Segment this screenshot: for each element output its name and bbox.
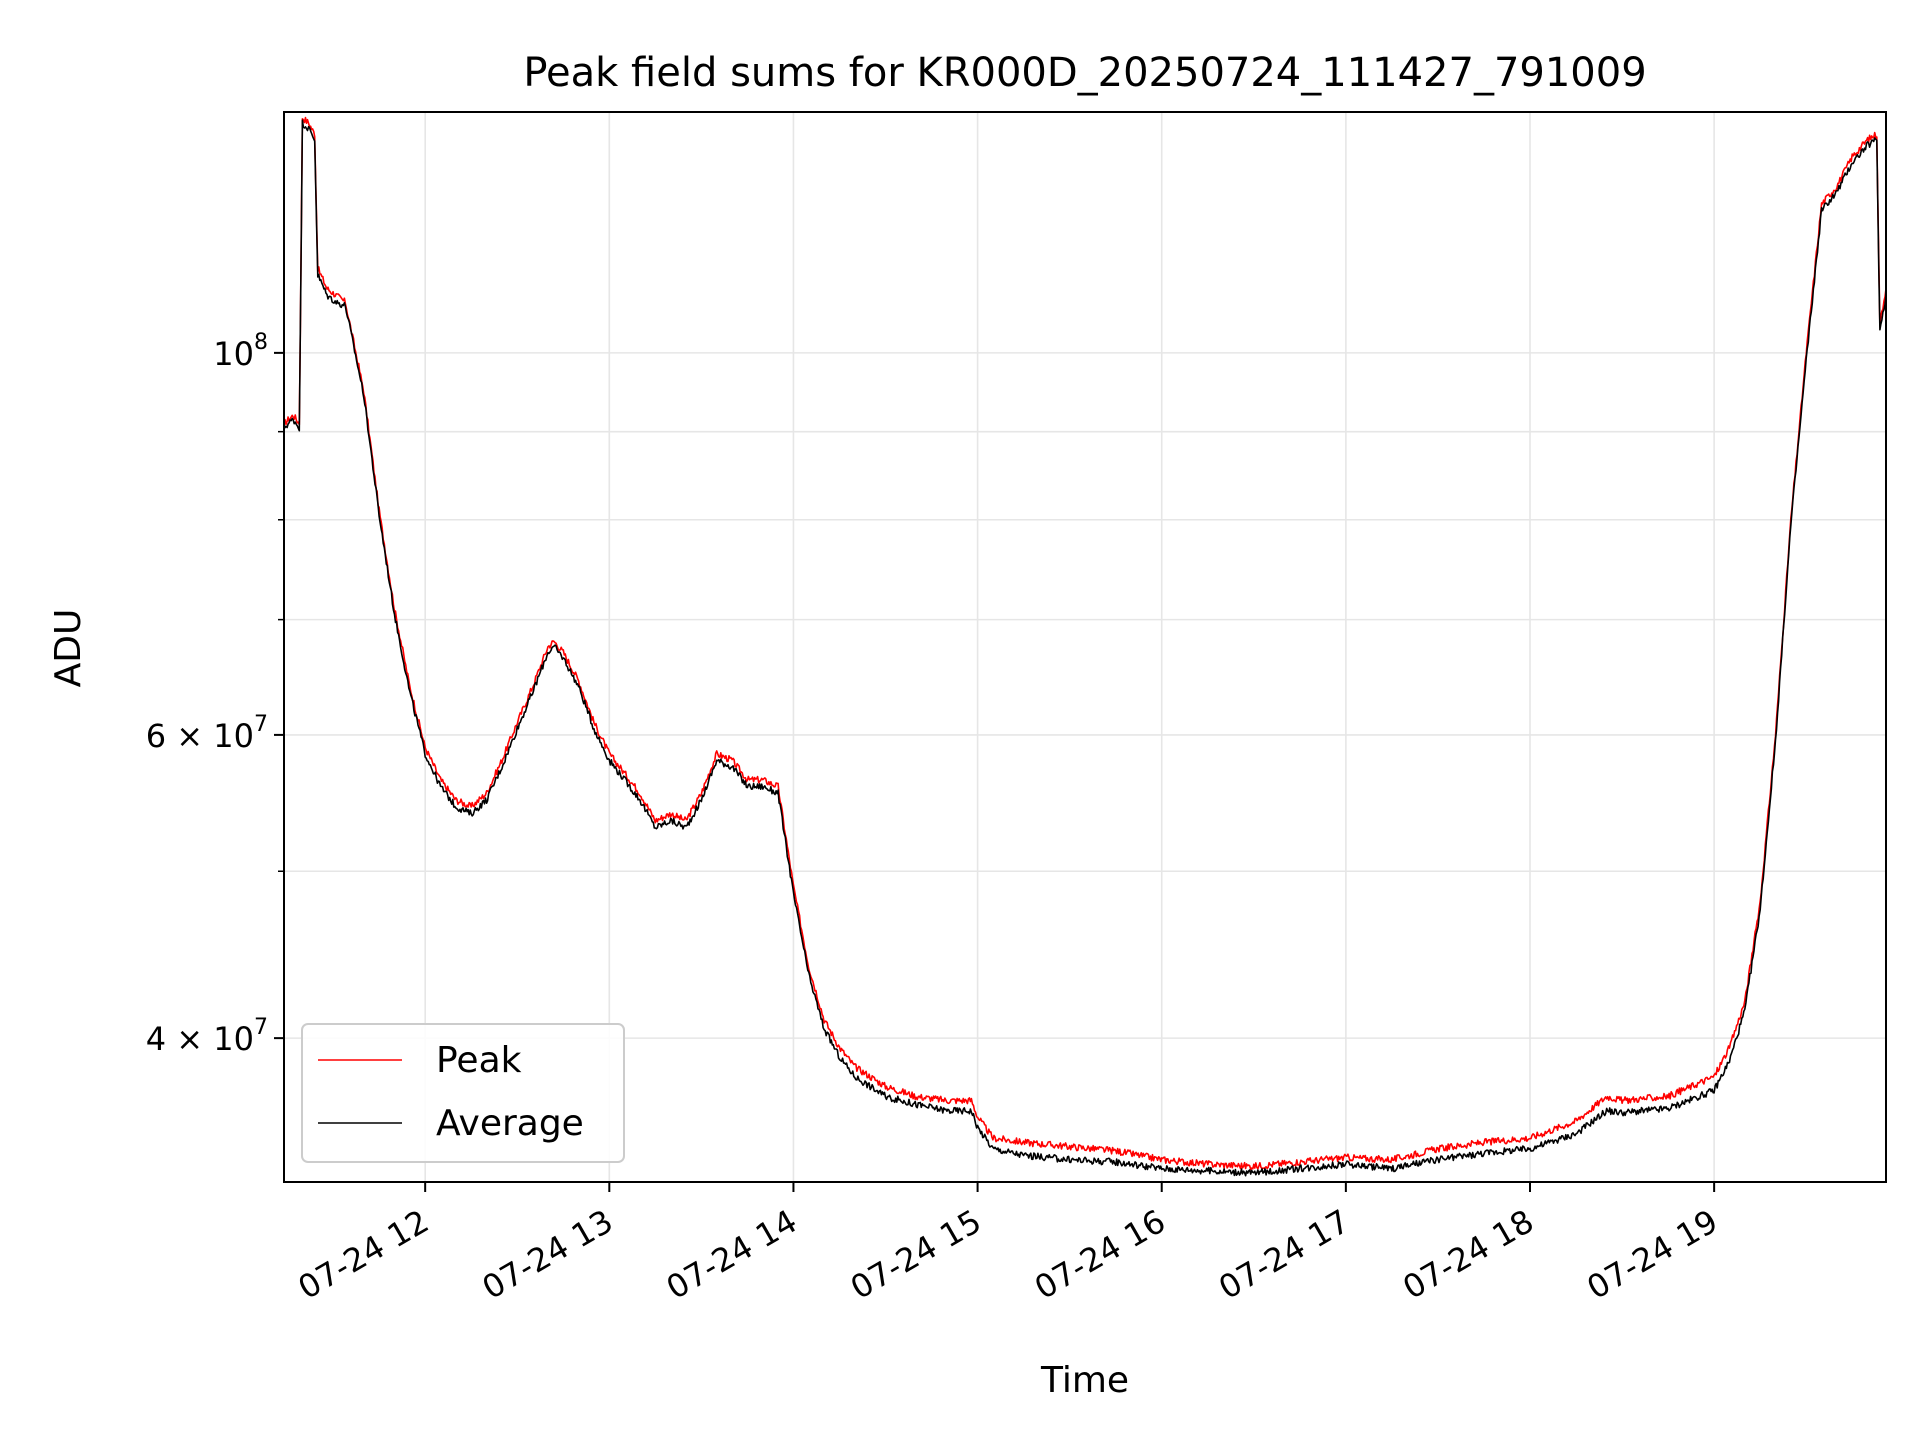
chart-title: Peak field sums for KR000D_20250724_1114… [523, 50, 1646, 96]
legend: Peak Average [301, 1023, 625, 1163]
y-tick-label-base: 10 [213, 335, 254, 373]
y-tick-label: 4 × 107 [146, 1015, 268, 1058]
y-tick-label: 6 × 107 [146, 712, 268, 755]
y-tick-label-exponent: 7 [254, 712, 268, 737]
y-tick-label-exponent: 7 [254, 1015, 268, 1040]
y-tick-label-exponent: 8 [254, 330, 268, 355]
legend-label-peak: Peak [436, 1040, 522, 1081]
series-line-peak [283, 116, 1887, 1171]
legend-box [301, 1023, 625, 1163]
y-tick-label-base: 6 × 10 [146, 717, 254, 755]
plot-frame [283, 111, 1887, 1183]
grid-layer [284, 112, 1886, 1182]
series-line-average [283, 119, 1887, 1177]
x-axis-label: Time [1040, 1360, 1129, 1401]
legend-label-average: Average [436, 1103, 584, 1144]
plot-background [284, 112, 1886, 1182]
series-layer [283, 116, 1887, 1177]
y-tick-label-base: 4 × 10 [146, 1020, 254, 1058]
plot-area: 07-24 12 07-24 13 07-24 14 07-24 15 07-24 16… [146, 111, 1887, 1307]
y-axis-label: ADU [48, 609, 89, 688]
y-tick-label: 108 [213, 330, 268, 373]
